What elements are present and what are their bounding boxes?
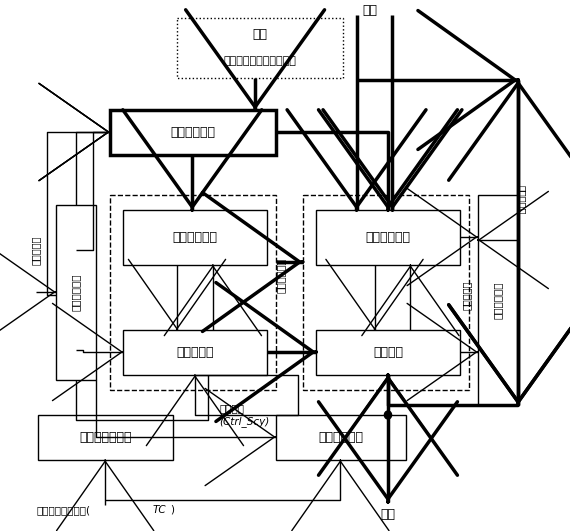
Text: 密文: 密文	[381, 509, 396, 521]
Text: 组合逻辑部分: 组合逻辑部分	[173, 231, 217, 244]
Text: 其它扫描单元: 其它扫描单元	[493, 281, 503, 319]
Text: 轮操作单元: 轮操作单元	[462, 280, 472, 310]
Text: TC: TC	[153, 505, 166, 515]
Bar	[177, 18, 343, 78]
Bar	[109, 110, 276, 155]
Bar	[478, 195, 518, 405]
Text: 轮寄存器: 轮寄存器	[373, 346, 403, 359]
Text: 明文: 明文	[363, 4, 377, 16]
Text: 组合逻辑部分: 组合逻辑部分	[365, 231, 410, 244]
Bar	[56, 205, 96, 380]
Text: 移位使能单元: 移位使能单元	[318, 431, 363, 444]
Bar	[316, 210, 460, 265]
Text: 扫描输入链: 扫描输入链	[31, 235, 41, 264]
Text: （存储在非易失存储器）: （存储在非易失存储器）	[223, 56, 296, 66]
Text: (Ctrl_Scy): (Ctrl_Scy)	[219, 416, 270, 427]
Text: 系统测试控制信号(: 系统测试控制信号(	[36, 505, 90, 515]
Bar	[303, 195, 469, 390]
Bar	[109, 195, 276, 390]
Bar	[123, 330, 267, 375]
Bar	[276, 415, 406, 460]
Circle shape	[384, 411, 392, 419]
Text: 密钥: 密钥	[253, 28, 267, 41]
Text: 安全扫描控制器: 安全扫描控制器	[79, 431, 132, 444]
Bar	[38, 415, 173, 460]
Text: 密钥屏蔽逻辑: 密钥屏蔽逻辑	[170, 126, 215, 139]
Text: 安控信号: 安控信号	[219, 403, 244, 413]
Text: 轮密钥生成器: 轮密钥生成器	[275, 258, 285, 293]
Bar	[123, 210, 267, 265]
Text: ): )	[170, 505, 174, 515]
Text: 其它扫描单元: 其它扫描单元	[71, 274, 81, 311]
Text: 密钥寄存器: 密钥寄存器	[176, 346, 214, 359]
Text: 扫描输出链: 扫描输出链	[516, 185, 526, 215]
Bar	[316, 330, 460, 375]
